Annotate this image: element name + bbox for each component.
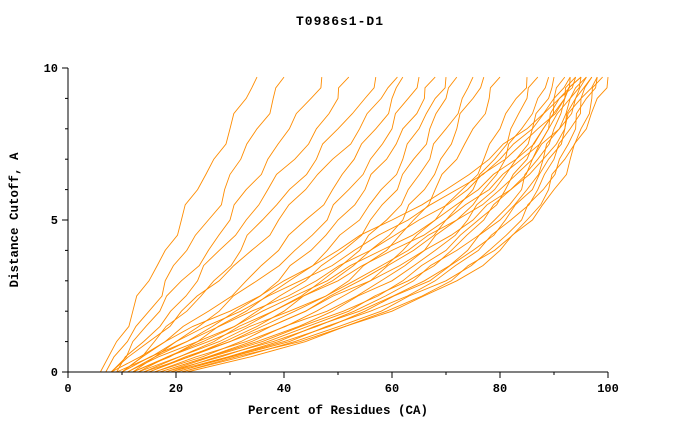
- series-line: [143, 76, 474, 373]
- series-line: [148, 76, 485, 373]
- series-line: [154, 76, 539, 373]
- series-line: [175, 76, 593, 373]
- series-line: [100, 76, 258, 373]
- x-axis-label: Percent of Residues (CA): [248, 404, 428, 418]
- series-line: [181, 76, 603, 373]
- series-line: [110, 76, 571, 373]
- series-line: [121, 77, 377, 373]
- series-line: [186, 77, 609, 373]
- y-tick-label: 5: [51, 214, 58, 228]
- chart-title: T0986s1-D1: [295, 14, 384, 29]
- x-tick-label: 80: [493, 382, 507, 396]
- series-line: [127, 77, 420, 373]
- series-line: [138, 76, 593, 373]
- x-tick-label: 0: [64, 382, 71, 396]
- x-tick-label: 60: [385, 382, 399, 396]
- series-line: [121, 76, 404, 373]
- series-line: [132, 76, 436, 373]
- x-tick-label: 100: [597, 382, 619, 396]
- x-tick-label: 20: [169, 382, 183, 396]
- series-line: [116, 76, 577, 373]
- chart-canvas: 0 20 40 60 80 100 0 5 10 Percent of Residues (CA)…: [8, 62, 619, 418]
- series-line: [116, 76, 350, 373]
- series-line: [170, 77, 582, 373]
- series-line: [127, 76, 582, 373]
- series-line: [143, 76, 598, 373]
- y-axis-label: Distance Cutoff, A: [8, 152, 22, 288]
- series-line: [132, 77, 447, 373]
- series-line: [159, 77, 555, 373]
- y-tick-label: 10: [44, 62, 58, 76]
- series-line: [110, 77, 323, 373]
- series-line: [132, 76, 587, 373]
- series-line: [181, 77, 598, 373]
- x-tick-label: 40: [277, 382, 291, 396]
- series-line: [110, 76, 398, 373]
- y-tick-label: 0: [51, 366, 58, 380]
- series-line: [148, 76, 501, 373]
- series-line: [105, 76, 285, 373]
- series-line: [137, 76, 458, 373]
